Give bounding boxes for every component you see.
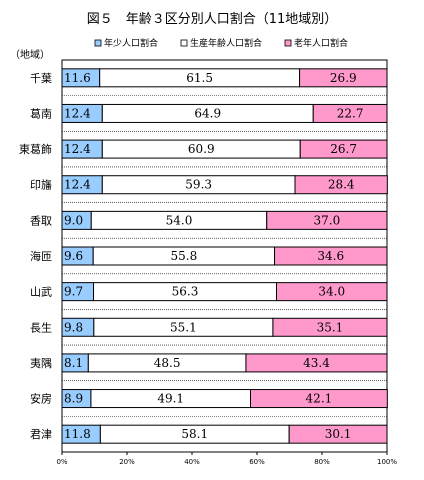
data-label: 26.7 [330,142,357,156]
data-label: 37.0 [314,213,341,227]
data-label: 12.4 [64,106,91,120]
data-label: 43.4 [303,356,330,370]
category-label: 君津 [30,428,52,441]
data-label: 61.5 [186,71,213,85]
category-label: 香取 [30,214,52,227]
legend-swatch [94,39,102,47]
data-label: 35.1 [317,320,344,334]
data-label: 12.4 [64,178,91,192]
data-label: 11.8 [64,427,91,441]
category-label: 夷隅 [30,357,52,370]
data-label: 8.1 [64,356,83,370]
y-axis-label: （地域） [10,48,50,61]
bar-segment [294,175,388,195]
category-label: 東葛飾 [19,143,52,156]
data-label: 55.1 [170,320,197,334]
data-label: 55.8 [171,249,198,263]
bar-segment [276,282,388,302]
bar-segment [266,210,388,230]
data-label: 49.1 [157,392,184,406]
bar-segment [312,103,388,123]
data-label: 58.1 [181,427,208,441]
category-label: 長生 [30,320,52,334]
data-label: 64.9 [194,106,221,120]
bar-segment [299,68,388,88]
x-tick-label: 100% [377,458,397,466]
x-tick-label: 60% [249,458,265,466]
legend-label: 年少人口割合 [104,37,158,49]
plot-area: 千葉 11.6 61.5 26.9 葛南 12.4 64.9 22.7 東葛飾 12.4 60.9 2… [19,59,397,466]
chart-title: 図５ 年齢３区分別人口割合（11地域別） [87,11,338,27]
data-label: 54.0 [166,213,193,227]
x-tick-label: 0% [56,458,67,466]
data-label: 30.1 [325,427,352,441]
data-label: 8.9 [64,392,83,406]
legend-swatch [284,39,292,47]
data-label: 42.1 [306,392,333,406]
bar-segment [272,317,388,337]
x-tick-label: 20% [119,458,135,466]
data-label: 26.9 [330,71,357,85]
data-label: 60.9 [188,142,215,156]
data-label: 9.0 [64,213,83,227]
bar-segment [245,353,388,373]
category-label: 印旛 [30,178,52,192]
bar-segment [250,389,388,409]
data-label: 9.7 [64,285,83,299]
data-label: 28.4 [328,178,355,192]
category-label: 安房 [30,392,52,406]
data-label: 9.8 [64,320,83,334]
category-label: 山武 [30,286,52,299]
bar-segment [288,424,388,444]
data-label: 34.6 [317,249,344,263]
legend-label: 老年人口割合 [294,37,348,49]
category-label: 海匝 [30,249,52,263]
data-label: 34.0 [318,285,345,299]
data-label: 59.3 [185,178,212,192]
legend: 年少人口割合 生産年齢人口割合 老年人口割合 [94,37,348,49]
bar-segment [299,139,388,159]
data-label: 56.3 [172,285,199,299]
x-tick-label: 80% [314,458,330,466]
legend-swatch [180,39,188,47]
data-label: 48.5 [154,356,181,370]
data-label: 9.6 [64,249,83,263]
category-label: 葛南 [30,107,52,120]
data-label: 22.7 [337,106,364,120]
data-label: 11.6 [64,71,91,85]
legend-label: 生産年齢人口割合 [190,37,262,49]
data-label: 12.4 [64,142,91,156]
category-label: 千葉 [30,71,52,85]
x-tick-label: 40% [184,458,200,466]
bar-segment [274,246,388,266]
